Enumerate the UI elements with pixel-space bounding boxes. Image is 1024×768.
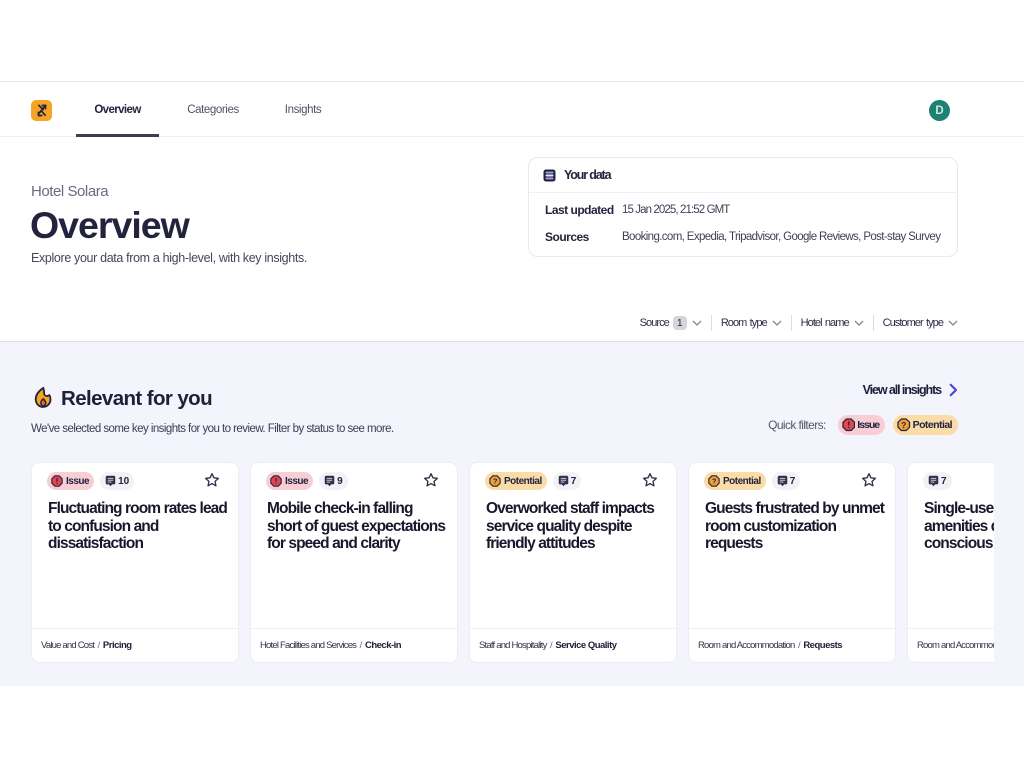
svg-text:?: ? xyxy=(901,421,906,430)
svg-text:?: ? xyxy=(493,477,498,486)
svg-text:?: ? xyxy=(712,477,717,486)
